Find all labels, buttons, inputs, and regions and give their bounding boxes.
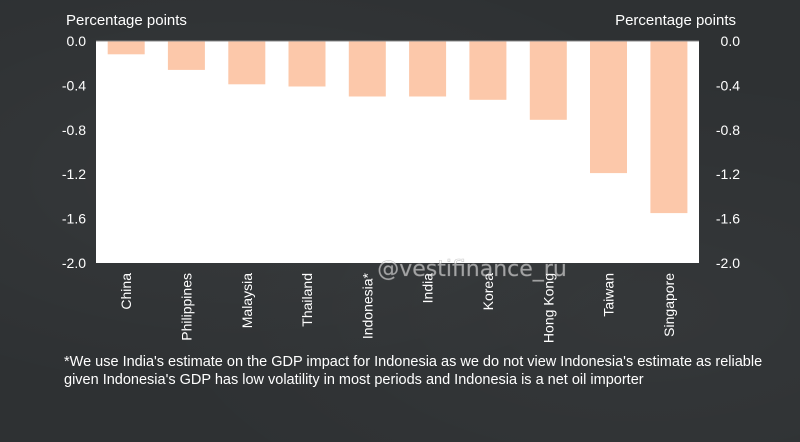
- bar-7: [469, 41, 507, 100]
- annotation-line-2: increase from $70/bbl to $85/bbl (assumi…: [128, 224, 496, 241]
- x-tick-label-4: Thailand: [299, 273, 315, 327]
- y-tick-left-5: -1.6: [62, 211, 86, 227]
- bar-2: [167, 41, 205, 70]
- y-tick-left-1: 0.0: [67, 33, 87, 49]
- x-tick-label-3: Malaysia: [239, 273, 255, 328]
- x-tick-label-5: Indonesia*: [359, 272, 375, 339]
- bar-chart: Percentage points Percentage points 0.0 -…: [62, 12, 741, 343]
- x-tick-label-9: Taiwan: [601, 273, 617, 317]
- y-tick-right-3: -0.8: [716, 122, 740, 138]
- y-tick-right-2: -0.4: [716, 77, 740, 93]
- watermark: @vestifinance_ru: [377, 257, 567, 282]
- bar-9: [590, 41, 627, 174]
- y-tick-left-3: -0.8: [62, 122, 86, 138]
- x-tick-label-2: Philippines: [178, 273, 194, 341]
- y-tick-right-4: -1.2: [716, 166, 740, 182]
- bar-8: [529, 41, 567, 120]
- y-axis-label-left: Percentage points: [66, 12, 187, 29]
- y-axis-label-right: Percentage points: [615, 12, 736, 29]
- x-tick-label-6: India: [420, 273, 436, 304]
- annotation-line-3: supply/demand contribution): [128, 242, 323, 259]
- x-tick-label-8: Hong Kong: [540, 273, 556, 343]
- bar-4: [288, 41, 326, 87]
- bar-6: [409, 41, 447, 97]
- bar-3: [228, 41, 266, 85]
- footnote: *We use India's estimate on the GDP impa…: [64, 354, 763, 388]
- x-tick-label-7: Korea: [480, 273, 496, 311]
- y-tick-left-6: -2.0: [62, 255, 86, 271]
- x-tick-label-1: China: [118, 273, 134, 310]
- x-tick-label-10: Singapore: [661, 273, 677, 337]
- bar-10: [650, 41, 688, 214]
- annotation-line-1: Overall impact on real GDP growth of an …: [128, 205, 464, 222]
- y-tick-right-6: -2.0: [716, 255, 740, 271]
- bar-5: [348, 41, 386, 97]
- bar-1: [107, 41, 145, 55]
- y-tick-left-4: -1.2: [62, 166, 86, 182]
- y-tick-right-1: 0.0: [721, 33, 741, 49]
- y-tick-left-2: -0.4: [62, 77, 86, 93]
- y-tick-right-5: -1.6: [716, 211, 740, 227]
